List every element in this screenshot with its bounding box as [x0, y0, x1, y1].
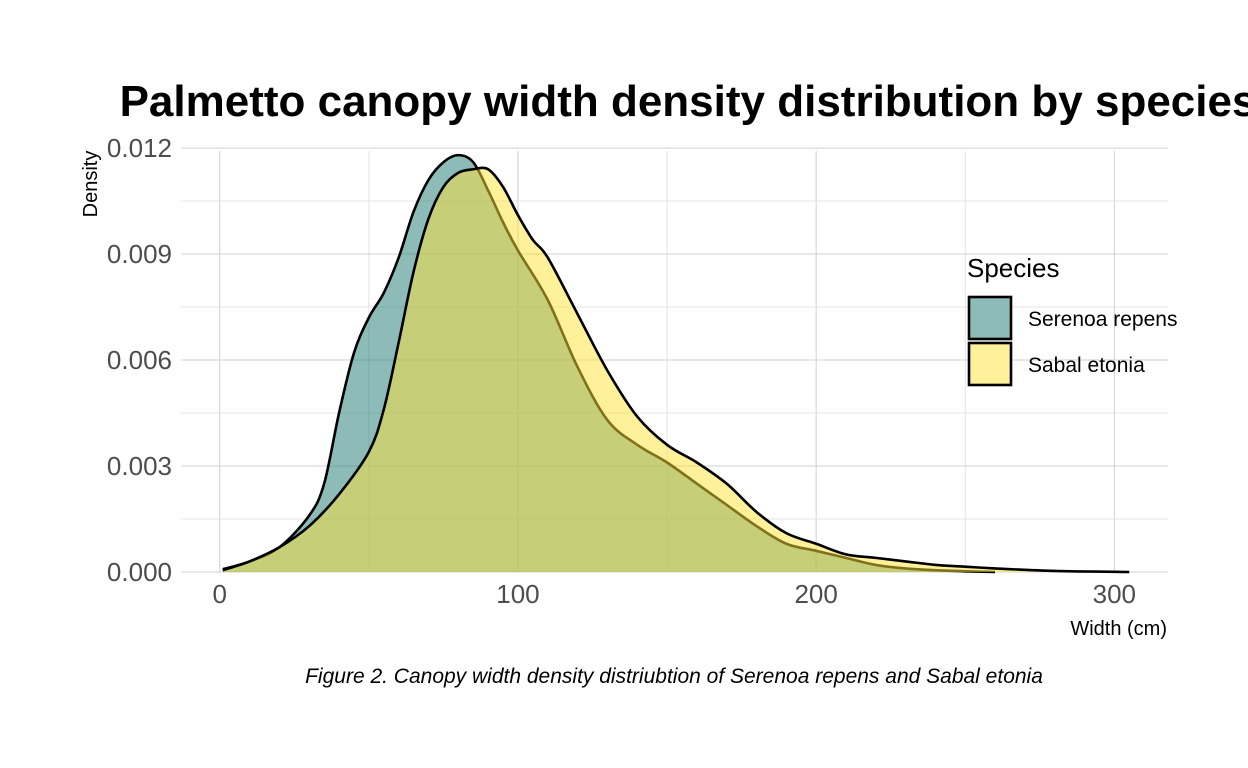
x-tick-label: 0: [213, 579, 227, 609]
density-line-sabal-etonia: [222, 166, 1130, 574]
y-axis-label: Density: [80, 151, 102, 218]
legend: Species Serenoa repens Sabal etonia: [967, 253, 1177, 387]
y-axis: 0.000 0.003 0.006 0.009 0.012: [107, 133, 172, 587]
y-tick-label: 0.000: [107, 557, 172, 587]
legend-title: Species: [967, 253, 1060, 283]
x-tick-label: 100: [496, 579, 539, 609]
y-tick-label: 0.009: [107, 239, 172, 269]
x-axis: 0 100 200 300: [213, 579, 1136, 609]
x-tick-label: 300: [1093, 579, 1136, 609]
x-tick-label: 200: [794, 579, 837, 609]
figure-caption: Figure 2. Canopy width density distriubt…: [305, 665, 1043, 688]
density-areas: [222, 153, 1130, 574]
legend-label-sabal-etonia: Sabal etonia: [1028, 354, 1145, 377]
legend-key-sabal-etonia: [967, 341, 1013, 387]
chart-title: Palmetto canopy width density distributi…: [120, 77, 1248, 126]
density-area-sabal-etonia: [222, 167, 1130, 572]
y-tick-label: 0.003: [107, 451, 172, 481]
legend-label-serenoa-repens: Serenoa repens: [1028, 308, 1177, 331]
y-tick-label: 0.012: [107, 133, 172, 163]
x-axis-label: Width (cm): [1070, 618, 1167, 640]
legend-key-serenoa-repens: [967, 295, 1013, 341]
y-tick-label: 0.006: [107, 345, 172, 375]
